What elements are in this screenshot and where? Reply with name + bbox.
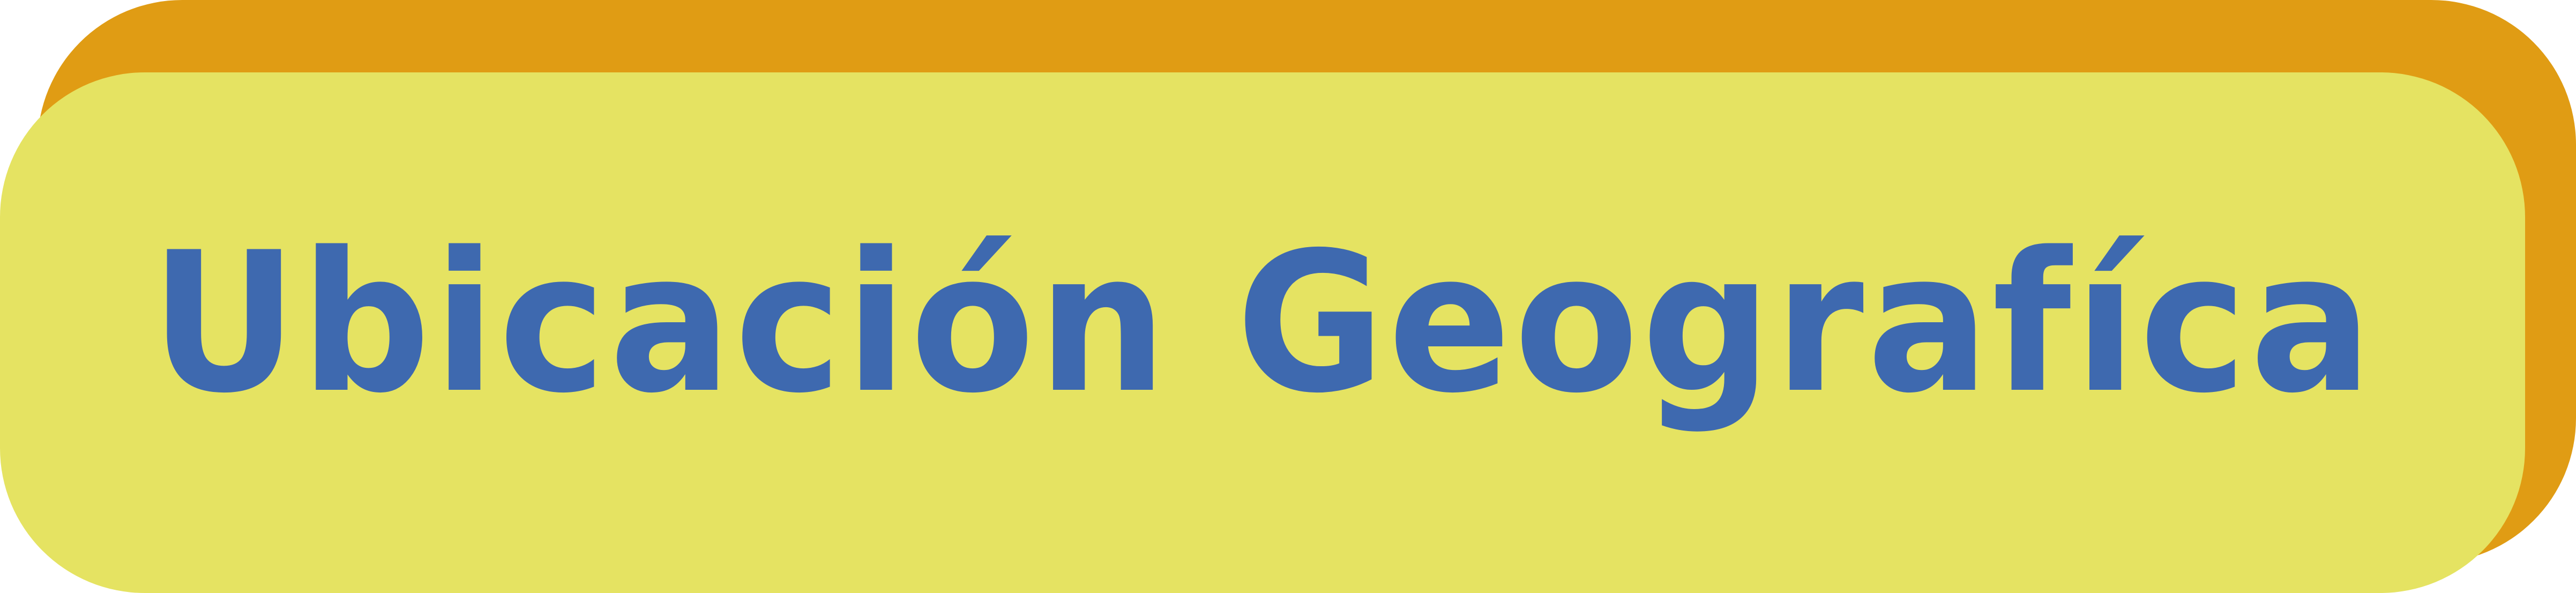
banner-main-panel: Ubicación Geografíca <box>0 72 2525 593</box>
banner-title: Ubicación Geografíca <box>150 211 2375 435</box>
